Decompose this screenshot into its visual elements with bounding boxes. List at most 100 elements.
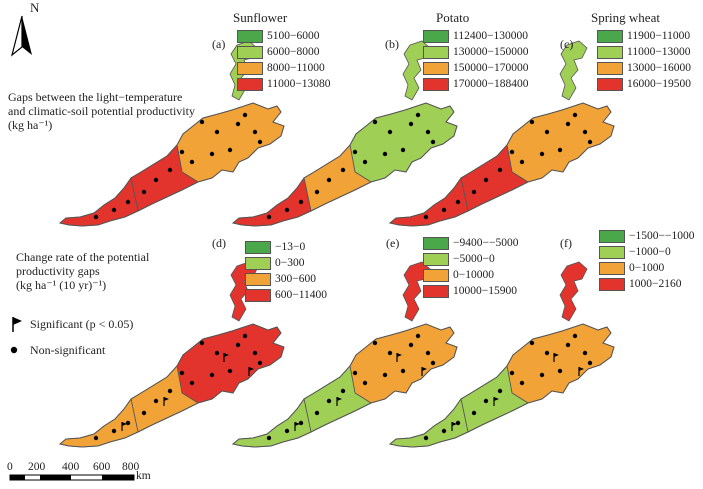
map-panel-2-station-dot-15 — [509, 149, 515, 155]
panel-letter-2: (c) — [560, 37, 574, 51]
map-panel-2-station-dot-12 — [423, 214, 429, 220]
map-panel-1-station-dot-13 — [430, 139, 436, 145]
scale-tick-0: 0 — [7, 461, 13, 473]
map-panel-5-station-dot-4 — [557, 368, 563, 374]
panel-2-legend-swatch-0 — [597, 29, 623, 43]
panel-2-legend-item-2: 13000−16000 — [597, 61, 691, 75]
map-panel-0-station-dot-1 — [214, 129, 220, 135]
map-panel-2-station-dot-3 — [582, 129, 588, 135]
map-panel-5-station-dot-5 — [539, 372, 545, 378]
panel-0-legend-item-0: 5100−6000 — [237, 29, 320, 43]
section-title-change-line3: (kg ha⁻¹ (10 yr)⁻¹) — [16, 278, 107, 292]
map-panel-1-station-dot-11 — [284, 207, 290, 213]
map-panel-0-station-dot-12 — [93, 214, 99, 220]
map-panel-2-north-region — [559, 40, 588, 101]
map-panel-0-station-dot-2 — [235, 121, 241, 127]
map-panel-4-significant-flag-0 — [396, 353, 402, 362]
map-panel-1-station-dot-0 — [372, 119, 378, 125]
panel-0-legend-item-2: 8000−11000 — [237, 61, 325, 75]
panel-0-legend-swatch-2 — [237, 61, 263, 75]
map-panel-1-station-dot-8 — [326, 177, 332, 183]
panel-1-legend-label-2: 150000−170000 — [453, 62, 529, 74]
map-panel-1-station-dot-6 — [362, 159, 368, 165]
map-panel-0-station-dot-9 — [141, 189, 147, 195]
panel-4-legend-label-3: 10000−15900 — [453, 285, 517, 297]
map-panel-4-station-dot-1 — [387, 350, 393, 356]
panel-2-legend-item-0: 11900−11000 — [597, 29, 690, 43]
panel-3-legend-label-0: −13−0 — [275, 241, 306, 253]
map-panel-3-station-dot-0 — [199, 340, 205, 346]
panel-2-legend-label-0: 11900−11000 — [627, 30, 691, 42]
map-panel-5-station-dot-14 — [572, 333, 578, 339]
map-panel-0-station-dot-6 — [189, 159, 195, 165]
panel-0-legend-swatch-0 — [237, 29, 263, 43]
panel-1-legend-swatch-1 — [423, 45, 449, 59]
panel-5-legend-swatch-3 — [599, 277, 625, 291]
map-panel-1-station-dot-4 — [400, 147, 406, 153]
panel-5-legend-item-2: 0−1000 — [599, 261, 664, 275]
map-panel-5-station-dot-6 — [519, 380, 525, 386]
map-panel-1-station-dot-7 — [340, 167, 346, 173]
map-panel-5-station-dot-15 — [509, 370, 515, 376]
map-panel-1-upper-region — [349, 102, 458, 183]
map-panel-4-outline — [231, 323, 458, 448]
panel-2-legend-label-1: 11000−13000 — [627, 46, 691, 58]
map-panel-2-station-dot-2 — [565, 121, 571, 127]
map-panel-5-station-dot-11 — [441, 428, 447, 434]
map-panel-3-significant-flag-0 — [223, 353, 229, 362]
panel-4-legend-swatch-0 — [423, 236, 449, 250]
panel-3-legend-swatch-1 — [245, 256, 271, 270]
map-panel-2-upper-region — [506, 102, 615, 183]
panel-1-legend-item-2: 150000−170000 — [423, 61, 529, 75]
map-panel-5-outline — [388, 323, 615, 448]
map-panel-4-station-dot-6 — [362, 380, 368, 386]
map-panel-3-station-dot-7 — [167, 388, 173, 394]
section-title-gaps-line2: and climatic-soil potential productivity — [8, 104, 195, 118]
section-title-gaps-line3: (kg ha⁻¹) — [8, 118, 53, 132]
map-panel-3-station-dot-12 — [93, 435, 99, 441]
map-panel-1-station-dot-10 — [298, 199, 304, 205]
panel-2-legend-item-3: 16000−19500 — [597, 77, 691, 91]
map-panel-0-station-dot-0 — [199, 119, 205, 125]
panel-letter-0: (a) — [212, 37, 226, 51]
panel-3-legend-swatch-0 — [245, 240, 271, 254]
map-panel-1-station-dot-2 — [408, 121, 414, 127]
map-panel-5-station-dot-3 — [582, 350, 588, 356]
map-panel-2-station-dot-8 — [483, 177, 489, 183]
map-panel-4-station-dot-15 — [352, 370, 358, 376]
panel-0-legend-item-1: 6000−8000 — [237, 45, 320, 59]
map-panel-5-station-dot-2 — [565, 342, 571, 348]
map-panel-4-station-dot-12 — [266, 435, 272, 441]
map-panel-5-station-dot-1 — [544, 350, 550, 356]
map-panel-3-significant-flag-1 — [163, 397, 169, 406]
map-panel-1 — [231, 40, 458, 227]
panel-3-legend-item-3: 600−11400 — [245, 288, 327, 302]
panel-2-legend-swatch-1 — [597, 45, 623, 59]
map-panel-0-outline — [58, 102, 285, 227]
crop-title-spring-wheat: Spring wheat — [591, 10, 660, 25]
map-panel-4-significant-flag-3 — [421, 367, 427, 376]
map-panel-5-station-dot-8 — [483, 398, 489, 404]
map-panel-4-station-dot-13 — [430, 360, 436, 366]
map-panel-1-station-dot-5 — [382, 151, 388, 157]
map-panel-2-station-dot-7 — [497, 167, 503, 173]
map-panel-1-outline — [231, 102, 458, 227]
map-panel-2-station-dot-0 — [529, 119, 535, 125]
section-title-change-line2: productivity gaps — [16, 264, 100, 278]
map-panel-2-station-dot-13 — [587, 139, 593, 145]
significant-label: Significant (p < 0.05) — [30, 317, 134, 331]
map-panel-5-north-region — [559, 261, 588, 322]
panel-4-legend-swatch-3 — [423, 284, 449, 298]
map-panel-4-upper-region — [349, 323, 458, 404]
panel-5-legend-swatch-0 — [599, 229, 625, 243]
panel-3-legend-swatch-3 — [245, 288, 271, 302]
map-panel-2-station-dot-9 — [471, 189, 477, 195]
map-panel-4-significant-flag-1 — [336, 397, 342, 406]
map-panel-3-station-dot-9 — [141, 410, 147, 416]
scale-tick-200: 200 — [28, 461, 46, 473]
map-panel-4-station-dot-7 — [340, 388, 346, 394]
scale-unit: km — [136, 470, 151, 482]
map-panel-0-station-dot-14 — [242, 112, 248, 118]
panel-0-legend-label-1: 6000−8000 — [267, 46, 320, 58]
